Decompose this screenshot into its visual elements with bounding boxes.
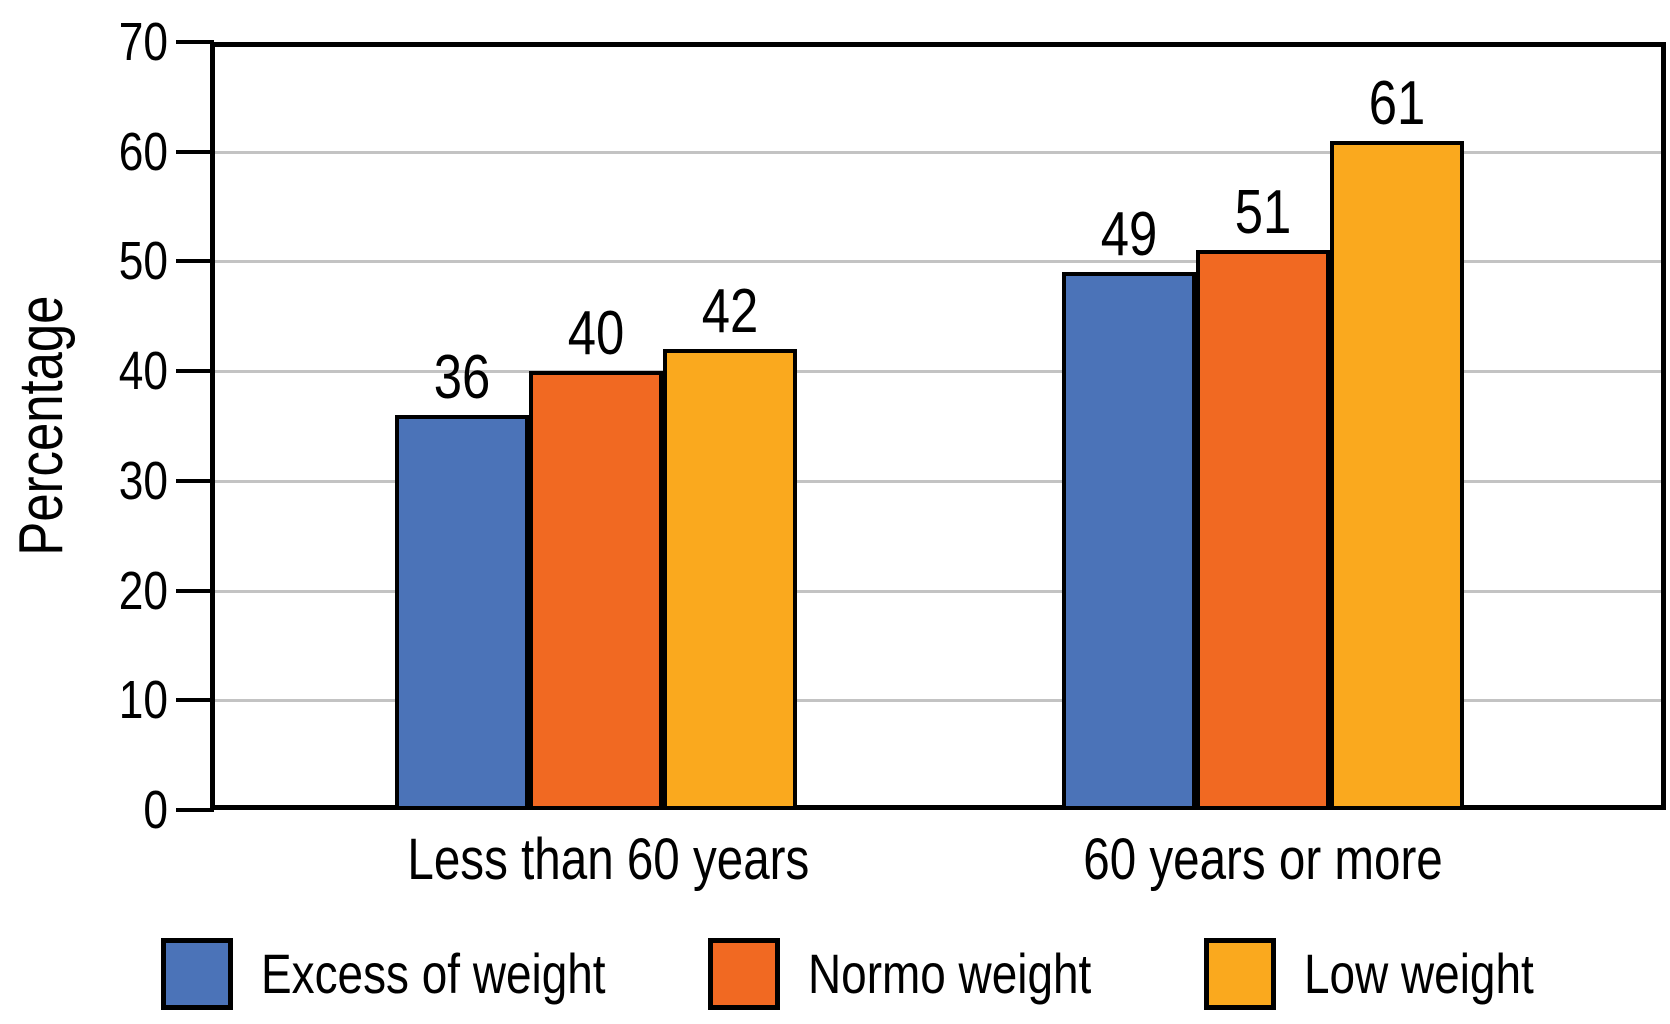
y-tick-10	[176, 698, 214, 703]
gridline-40	[212, 370, 1664, 374]
bar-low-weight-less-than-60-years	[663, 349, 797, 810]
legend-label-low-weight: Low weight	[1304, 942, 1534, 1005]
y-tick-20	[176, 588, 214, 593]
plot-area-frame	[210, 42, 1666, 810]
bar-value-label-low-weight-less-than-60-years: 42	[701, 277, 759, 347]
y-tick-label-60: 60	[118, 121, 168, 182]
gridline-60	[212, 150, 1664, 154]
y-tick-0	[176, 808, 214, 812]
y-tick-label-30: 30	[118, 450, 168, 511]
bar-value-label-normo-weight-less-than-60-years: 40	[567, 299, 625, 369]
bar-normo-weight-60-years-or-more	[1196, 250, 1330, 810]
y-tick-label-10: 10	[118, 670, 168, 731]
bar-excess-of-weight-less-than-60-years	[395, 415, 529, 810]
legend-item-normo-weight: Normo weight	[708, 936, 1153, 1012]
x-category-label-less-than-60: Less than 60 years	[407, 827, 810, 892]
legend-swatch-low-weight	[1204, 938, 1276, 1010]
legend-item-excess-of-weight: Excess of weight	[161, 936, 681, 1012]
legend-swatch-excess-of-weight	[161, 938, 233, 1010]
legend-swatch-normo-weight	[708, 938, 780, 1010]
y-axis-title: Percentage	[6, 295, 76, 557]
bar-excess-of-weight-60-years-or-more	[1062, 272, 1196, 810]
y-tick-50	[176, 259, 214, 264]
y-tick-label-20: 20	[118, 560, 168, 621]
gridline-20	[212, 589, 1664, 593]
bar-low-weight-60-years-or-more	[1330, 140, 1464, 810]
y-tick-label-40: 40	[118, 341, 168, 402]
bar-value-label-normo-weight-60-years-or-more: 51	[1234, 178, 1292, 248]
legend-label-excess-of-weight: Excess of weight	[261, 942, 606, 1005]
bar-value-label-excess-of-weight-less-than-60-years: 36	[433, 343, 491, 413]
bar-value-label-excess-of-weight-60-years-or-more: 49	[1100, 200, 1158, 270]
y-tick-label-0: 0	[143, 780, 168, 840]
y-tick-60	[176, 149, 214, 154]
legend: Excess of weight Normo weight Low weight	[0, 936, 1670, 1012]
gridline-10	[212, 699, 1664, 703]
legend-item-low-weight: Low weight	[1204, 936, 1584, 1012]
y-tick-label-50: 50	[118, 231, 168, 292]
y-tick-30	[176, 478, 214, 483]
gridline-30	[212, 479, 1664, 483]
y-tick-40	[176, 369, 214, 374]
y-tick-label-70: 70	[118, 12, 168, 72]
gridline-50	[212, 260, 1664, 264]
legend-label-normo-weight: Normo weight	[808, 942, 1092, 1005]
bar-normo-weight-less-than-60-years	[529, 371, 663, 810]
x-category-label-60-or-more: 60 years or more	[1083, 827, 1443, 892]
y-tick-70	[176, 40, 214, 44]
bar-value-label-low-weight-60-years-or-more: 61	[1368, 68, 1426, 138]
